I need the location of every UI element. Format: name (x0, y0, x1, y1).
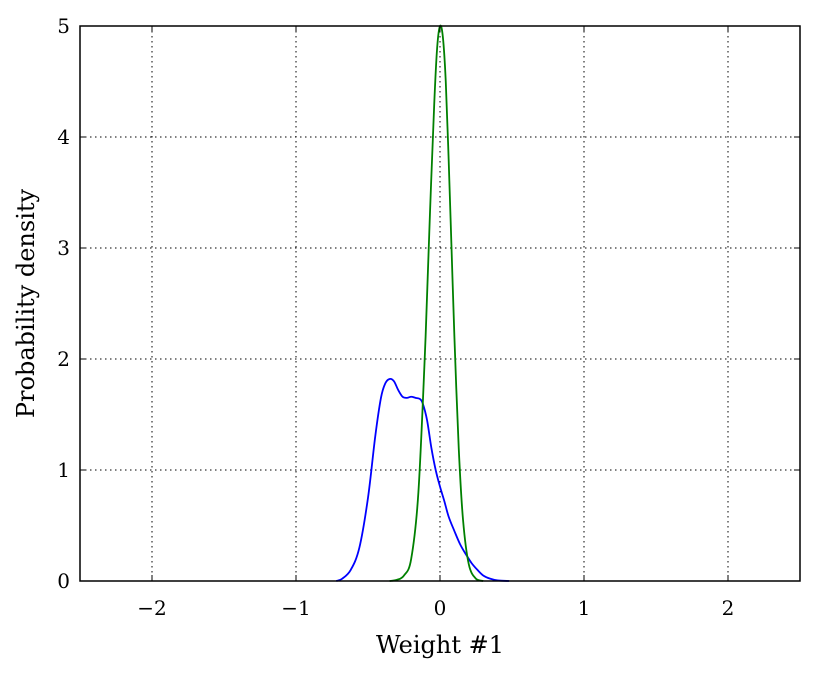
series-layer (335, 24, 510, 582)
x-tick-label: 0 (434, 596, 447, 620)
grid (80, 25, 800, 582)
density-curve-2 (389, 24, 484, 582)
x-tick-label: 1 (578, 596, 591, 620)
y-tick-label: 4 (57, 125, 70, 149)
y-tick-label: 2 (57, 347, 70, 371)
ticks: −2 −1 0 1 2 0 1 2 3 4 5 (57, 14, 800, 620)
plot-frame (79, 25, 801, 582)
y-axis-label: Probability density (12, 188, 40, 418)
y-tick-label: 5 (57, 14, 70, 38)
x-axis-label: Weight #1 (376, 631, 504, 659)
x-tick-label: −2 (137, 596, 166, 620)
x-tick-label: 2 (722, 596, 735, 620)
x-tick-label: −1 (281, 596, 310, 620)
density-curve-1 (335, 377, 510, 582)
y-tick-label: 0 (57, 569, 70, 593)
y-tick-label: 1 (57, 458, 70, 482)
y-tick-label: 3 (57, 236, 70, 260)
